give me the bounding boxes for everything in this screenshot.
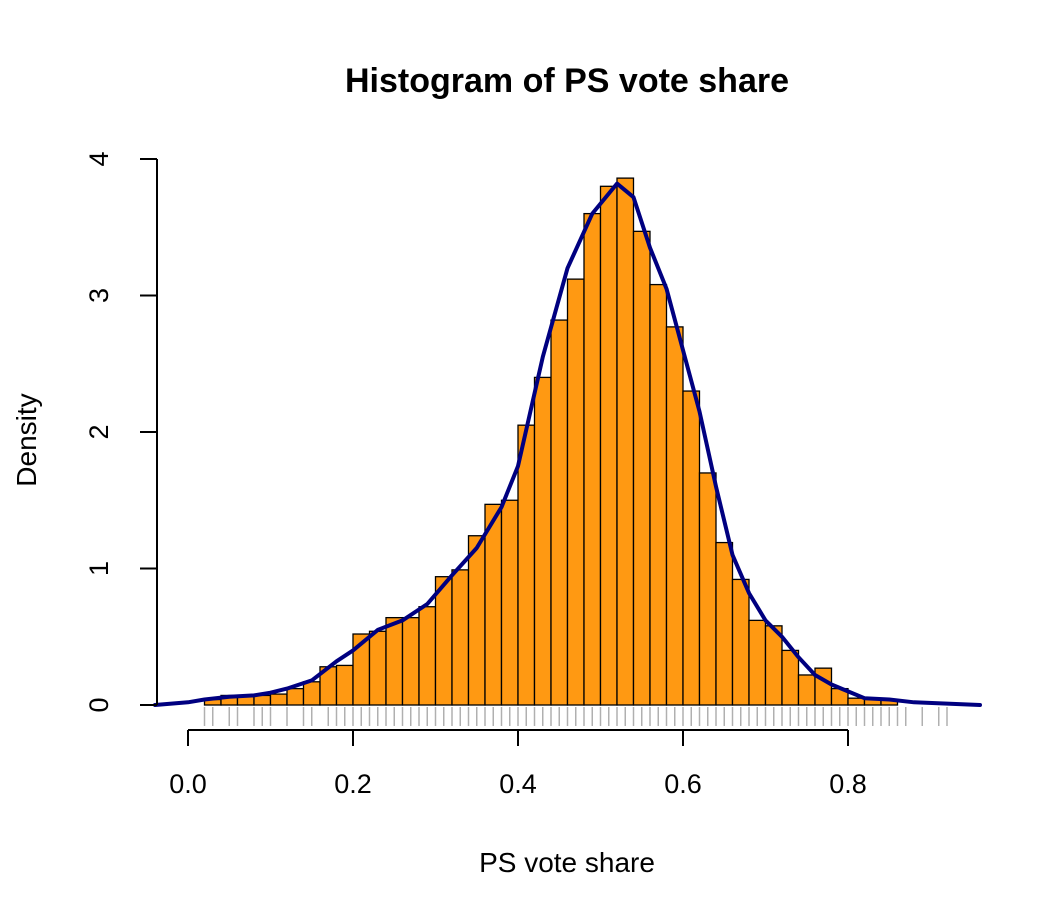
x-axis-title: PS vote share [479, 847, 655, 878]
histogram-bar [649, 283, 668, 706]
histogram-bar [764, 625, 783, 706]
histogram-bars [203, 177, 899, 706]
histogram-bar [335, 664, 354, 706]
histogram-bar [682, 390, 701, 706]
chart-title: Histogram of PS vote share [345, 62, 789, 100]
histogram-bar [401, 616, 420, 706]
histogram-bar [698, 472, 717, 706]
histogram-bar [616, 177, 635, 706]
histogram-bar [781, 649, 800, 706]
density-curve [153, 181, 982, 707]
x-tick-label: 0.2 [334, 769, 372, 799]
histogram-bar [583, 212, 602, 706]
histogram-bar [814, 667, 833, 706]
y-tick-label: 1 [84, 561, 114, 576]
histogram-bar [451, 569, 470, 706]
histogram-bar [550, 319, 569, 706]
x-tick-label: 0.4 [499, 769, 537, 799]
y-tick-label: 4 [84, 151, 114, 166]
y-axis: 0 1 2 3 4 [84, 151, 158, 713]
histogram-bar [797, 674, 816, 706]
histogram-bar [434, 576, 453, 706]
x-tick-label: 0.6 [664, 769, 702, 799]
histogram-bar [286, 687, 305, 706]
histogram-bar [500, 499, 519, 706]
histogram-bar [385, 616, 404, 706]
y-tick-label: 3 [84, 288, 114, 303]
x-axis: 0.0 0.2 0.4 0.6 0.8 [169, 729, 867, 799]
histogram-bar [632, 230, 651, 706]
histogram-bar [368, 630, 387, 706]
histogram-bar [467, 535, 486, 706]
histogram-bar [566, 278, 585, 706]
histogram-bar [302, 681, 321, 706]
histogram-bar [715, 541, 734, 706]
histogram-bar [533, 376, 552, 706]
y-tick-label: 2 [84, 424, 114, 439]
y-axis-title: Density [11, 393, 42, 486]
x-tick-label: 0.0 [169, 769, 207, 799]
histogram-bar [731, 578, 750, 706]
y-tick-label: 0 [84, 697, 114, 712]
histogram-bar [517, 424, 536, 706]
histogram-bar [599, 185, 618, 706]
histogram-bar [484, 503, 503, 706]
histogram-bar [748, 619, 767, 706]
histogram-bar [665, 326, 684, 706]
histogram-bar [269, 693, 288, 706]
x-tick-label: 0.8 [829, 769, 867, 799]
rug-marks [203, 707, 948, 726]
histogram-bar [418, 606, 437, 706]
